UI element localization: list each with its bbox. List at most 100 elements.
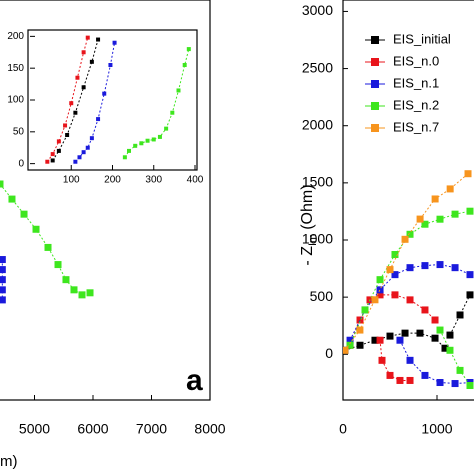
marker [0, 276, 6, 284]
x-tick-label: 1000 [421, 421, 452, 437]
legend-label: EIS_n.1 [393, 75, 439, 90]
marker [401, 235, 409, 243]
y-label-main: - Z [299, 246, 316, 266]
y-tick-label: 200 [7, 31, 24, 42]
marker [102, 91, 107, 96]
panel-label: a [186, 364, 203, 397]
marker [127, 148, 131, 153]
marker [361, 306, 369, 314]
marker [170, 110, 175, 115]
marker [96, 117, 101, 122]
marker [81, 85, 86, 90]
marker [356, 316, 364, 324]
marker [73, 159, 78, 164]
marker [416, 215, 424, 223]
marker [356, 341, 364, 349]
y-tick-label: 1000 [302, 231, 333, 247]
series-line [449, 294, 471, 336]
marker [85, 145, 90, 150]
marker [145, 138, 150, 143]
x-tick-label: 300 [145, 175, 162, 186]
marker [436, 326, 444, 334]
y-label-unit: (Ohm) [299, 184, 316, 229]
legend-label: EIS_n.2 [393, 97, 439, 112]
marker [446, 185, 454, 193]
marker [431, 334, 439, 342]
marker [421, 306, 429, 314]
marker [54, 261, 62, 269]
marker [133, 143, 138, 148]
marker [77, 155, 82, 160]
x-tick-label: 6000 [77, 421, 108, 437]
marker [436, 379, 444, 387]
marker [371, 296, 379, 304]
marker [431, 316, 439, 324]
panel: 5000 6000 7000 8000 m) a [0, 0, 226, 470]
marker [0, 266, 6, 274]
legend-label: EIS_n.7 [393, 119, 439, 134]
marker [451, 264, 459, 272]
marker [391, 271, 399, 279]
marker [451, 380, 459, 388]
marker [96, 37, 101, 42]
marker [466, 291, 474, 299]
marker [70, 286, 78, 294]
marker [45, 159, 50, 164]
marker [73, 110, 78, 115]
marker [0, 286, 6, 294]
marker [86, 289, 94, 297]
legend-marker [371, 80, 379, 88]
x-tick-label: 7000 [136, 421, 167, 437]
marker [56, 139, 61, 144]
marker [466, 207, 474, 215]
marker [81, 150, 86, 155]
marker [441, 344, 449, 352]
marker [406, 264, 414, 272]
x-tick-label: 200 [104, 175, 121, 186]
plot-area [45, 35, 191, 164]
marker [69, 101, 74, 106]
legend-marker [371, 58, 379, 66]
legend-label: EIS_n.0 [393, 53, 439, 68]
marker [186, 47, 191, 52]
marker [391, 251, 399, 259]
marker [157, 134, 162, 139]
marker [63, 123, 68, 128]
y-tick-label: 150 [7, 63, 24, 74]
marker [75, 75, 80, 80]
marker [122, 155, 127, 160]
marker [44, 243, 52, 251]
y-tick-label: 3000 [302, 2, 333, 18]
series-line [124, 48, 190, 158]
marker [346, 341, 354, 349]
y-tick-label: 2000 [302, 116, 333, 132]
marker [401, 329, 409, 337]
marker [32, 225, 40, 233]
y-tick-label: 0 [18, 158, 24, 169]
series-line [439, 329, 471, 386]
marker [89, 136, 94, 141]
legend-marker [371, 102, 379, 110]
marker [151, 137, 156, 142]
series-line [349, 210, 471, 346]
marker [421, 371, 429, 379]
x-tick-label: 5000 [19, 421, 50, 437]
y-tick-label: 500 [310, 288, 334, 304]
marker [164, 126, 169, 131]
marker [386, 371, 394, 379]
legend-label: EIS_initial [393, 31, 451, 46]
marker [446, 331, 454, 339]
marker [378, 356, 386, 364]
marker [406, 230, 414, 238]
marker [62, 276, 70, 284]
marker [451, 210, 459, 218]
frame [0, 0, 211, 401]
marker [386, 332, 394, 340]
y-label-sub: Im [307, 234, 319, 246]
marker [406, 296, 414, 304]
panel: 100 200 300 400 0 50 100 150 200 [7, 29, 204, 186]
marker [391, 291, 399, 299]
marker [436, 215, 444, 223]
marker [386, 266, 394, 274]
